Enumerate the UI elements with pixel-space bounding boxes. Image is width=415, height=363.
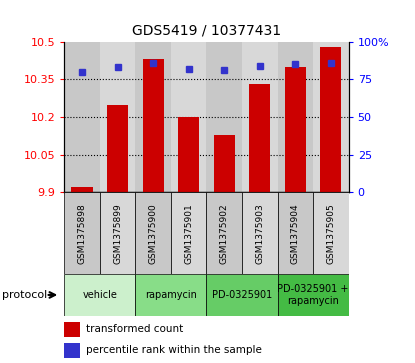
Bar: [64, 343, 80, 358]
Bar: [207, 192, 242, 274]
Bar: [135, 192, 171, 274]
Bar: [107, 105, 128, 192]
Bar: [249, 85, 271, 192]
Bar: [142, 59, 164, 192]
Text: rapamycin: rapamycin: [145, 290, 197, 300]
Bar: [64, 192, 100, 274]
Bar: [207, 274, 278, 316]
Bar: [100, 42, 135, 192]
Text: GSM1375902: GSM1375902: [220, 203, 229, 264]
Bar: [285, 67, 306, 192]
Text: vehicle: vehicle: [83, 290, 117, 300]
Bar: [178, 117, 199, 192]
Text: percentile rank within the sample: percentile rank within the sample: [85, 345, 261, 355]
Text: GSM1375904: GSM1375904: [291, 203, 300, 264]
Bar: [135, 42, 171, 192]
Text: transformed count: transformed count: [85, 324, 183, 334]
Bar: [278, 274, 349, 316]
Text: PD-0325901 +
rapamycin: PD-0325901 + rapamycin: [277, 284, 349, 306]
Bar: [278, 42, 313, 192]
Bar: [171, 42, 207, 192]
Bar: [242, 192, 278, 274]
Bar: [278, 192, 313, 274]
Bar: [171, 192, 207, 274]
Bar: [100, 192, 135, 274]
Bar: [320, 47, 342, 192]
Bar: [214, 135, 235, 192]
Text: GSM1375905: GSM1375905: [326, 203, 335, 264]
Bar: [64, 274, 135, 316]
Text: GSM1375898: GSM1375898: [78, 203, 87, 264]
Bar: [313, 42, 349, 192]
Bar: [242, 42, 278, 192]
Text: GSM1375899: GSM1375899: [113, 203, 122, 264]
Text: PD-0325901: PD-0325901: [212, 290, 272, 300]
Text: GSM1375900: GSM1375900: [149, 203, 158, 264]
Text: GSM1375901: GSM1375901: [184, 203, 193, 264]
Bar: [207, 42, 242, 192]
Bar: [313, 192, 349, 274]
Bar: [71, 187, 93, 192]
Text: protocol: protocol: [2, 290, 47, 300]
Bar: [64, 322, 80, 337]
Text: GSM1375903: GSM1375903: [255, 203, 264, 264]
Bar: [135, 274, 207, 316]
Bar: [64, 42, 100, 192]
Title: GDS5419 / 10377431: GDS5419 / 10377431: [132, 24, 281, 38]
